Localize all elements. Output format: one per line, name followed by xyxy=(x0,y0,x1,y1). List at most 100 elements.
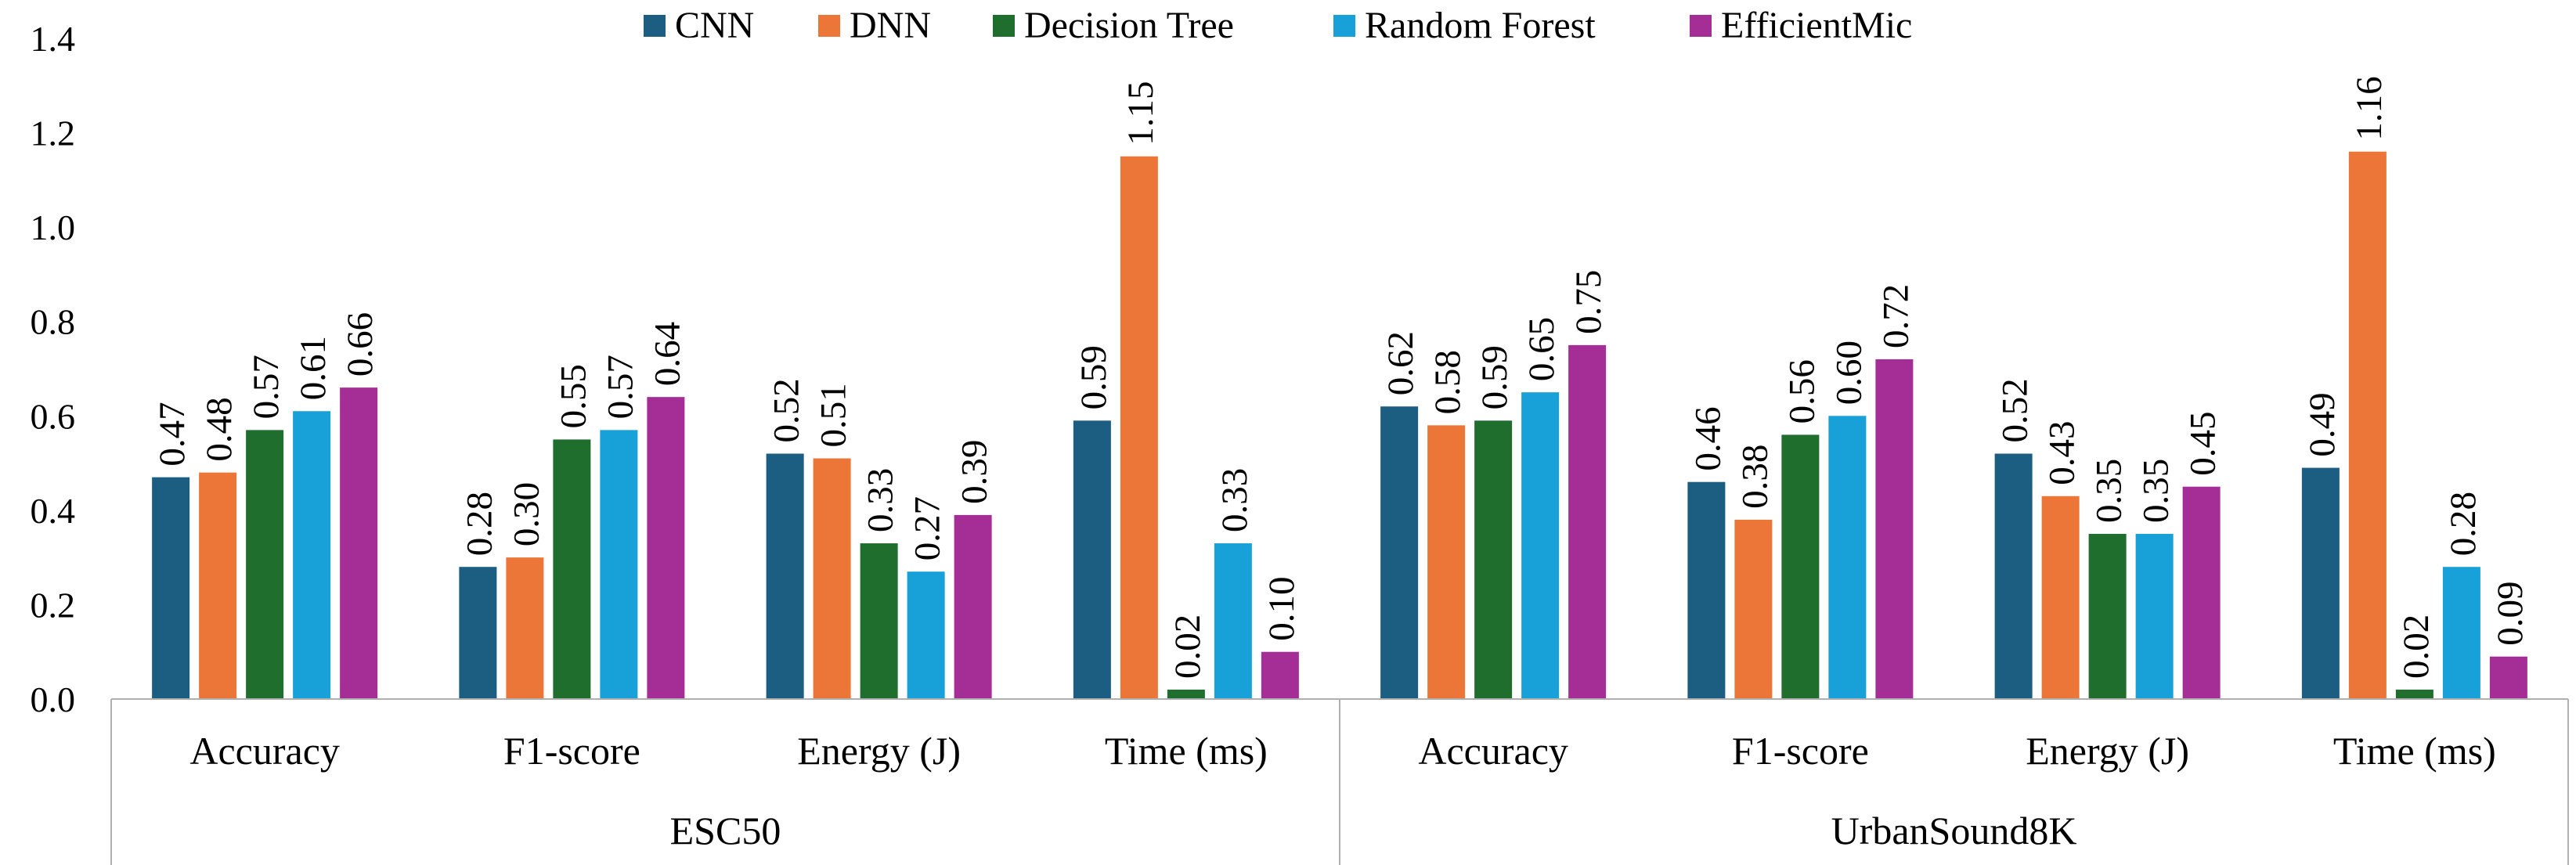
y-tick-label: 0.2 xyxy=(31,585,76,625)
group-label-esc50: ESC50 xyxy=(670,809,781,852)
y-tick-label: 0.8 xyxy=(31,302,76,342)
bar-dnn xyxy=(1427,425,1466,699)
x-axis: Accuracy F1-score Energy (J) Time (ms) ESC50… xyxy=(110,698,2569,865)
data-label-dnn: 0.48 xyxy=(199,397,240,461)
data-label-random-forest: 0.57 xyxy=(600,355,640,419)
data-label-efficientmic: 0.66 xyxy=(340,312,381,377)
bar-dnn xyxy=(1734,519,1773,699)
y-tick-label: 0.0 xyxy=(31,679,76,719)
legend-label-decision-tree: Decision Tree xyxy=(1024,5,1234,46)
bar-random-forest xyxy=(1214,543,1252,699)
data-label-cnn: 0.62 xyxy=(1380,331,1421,395)
y-tick-label: 1.4 xyxy=(31,19,76,59)
data-label-cnn: 0.47 xyxy=(152,402,193,466)
legend-label-cnn: CNN xyxy=(675,5,754,46)
bar-random-forest xyxy=(1521,392,1560,699)
bar-random-forest xyxy=(293,411,331,699)
data-label-cnn: 0.52 xyxy=(767,378,807,442)
bar-cnn xyxy=(2301,467,2340,699)
bar-cnn xyxy=(1994,453,2033,699)
data-label-random-forest: 0.35 xyxy=(2136,459,2177,523)
data-label-efficientmic: 0.09 xyxy=(2490,581,2531,645)
bar-random-forest xyxy=(2442,567,2480,699)
bar-decision-tree xyxy=(2088,534,2127,699)
bar-efficientmic xyxy=(1875,359,1914,699)
bar-efficientmic xyxy=(1568,344,1607,699)
category-label: Accuracy xyxy=(189,729,340,773)
data-label-decision-tree: 0.35 xyxy=(2089,459,2130,523)
bar-cnn xyxy=(1687,481,1726,699)
legend-swatch-efficientmic xyxy=(1690,15,1712,37)
data-label-decision-tree: 0.57 xyxy=(246,355,287,419)
data-label-random-forest: 0.61 xyxy=(293,336,334,400)
data-label-cnn: 0.28 xyxy=(459,492,500,556)
data-label-efficientmic: 0.72 xyxy=(1875,284,1916,348)
data-label-random-forest: 0.27 xyxy=(907,496,948,560)
bar-decision-tree xyxy=(2395,689,2433,699)
bar-dnn xyxy=(2041,496,2080,699)
bar-random-forest xyxy=(1828,416,1867,699)
data-label-decision-tree: 0.55 xyxy=(553,364,593,428)
data-label-random-forest: 0.33 xyxy=(1214,468,1255,532)
y-tick-label: 0.6 xyxy=(31,396,76,436)
y-tick-label: 0.4 xyxy=(31,491,76,531)
data-label-cnn: 0.46 xyxy=(1687,406,1728,470)
data-label-decision-tree: 0.02 xyxy=(2396,615,2437,679)
bar-cnn xyxy=(1073,420,1111,699)
data-label-dnn: 1.16 xyxy=(2349,76,2390,140)
category-label: Time (ms) xyxy=(2333,729,2496,773)
data-label-decision-tree: 0.02 xyxy=(1167,615,1208,679)
data-label-random-forest: 0.28 xyxy=(2443,492,2484,556)
group-label-urbansound8k: UrbanSound8K xyxy=(1831,809,2077,852)
legend-swatch-dnn xyxy=(818,15,840,37)
bar-efficientmic xyxy=(647,397,685,699)
data-labels: 0.47 0.480.57 0.61 0.660.28 0.300.55 0.570.64… xyxy=(152,76,2531,679)
bar-efficientmic xyxy=(2182,486,2221,699)
bar-decision-tree xyxy=(553,439,591,699)
bars xyxy=(152,151,2527,699)
data-label-dnn: 0.51 xyxy=(814,383,854,447)
y-tick-label: 1.2 xyxy=(31,114,76,153)
bar-dnn xyxy=(813,458,851,699)
legend: CNN DNN Decision Tree Random Forest Efficien… xyxy=(644,5,1912,46)
bar-efficientmic xyxy=(340,387,378,699)
data-label-efficientmic: 0.45 xyxy=(2183,411,2224,475)
bar-efficientmic xyxy=(2489,656,2527,699)
bar-cnn xyxy=(459,567,497,699)
category-label: F1-score xyxy=(503,729,640,773)
bar-dnn xyxy=(1120,156,1158,699)
category-label: Accuracy xyxy=(1418,729,1568,773)
data-label-efficientmic: 0.39 xyxy=(954,440,995,504)
data-label-cnn: 0.49 xyxy=(2302,392,2343,456)
bar-dnn xyxy=(506,557,544,699)
data-label-dnn: 1.15 xyxy=(1120,81,1161,145)
data-label-decision-tree: 0.59 xyxy=(1474,345,1515,409)
bar-dnn xyxy=(2348,151,2387,699)
bar-decision-tree xyxy=(860,543,898,699)
bar-cnn xyxy=(152,477,190,699)
bar-dnn xyxy=(199,472,237,699)
bar-random-forest xyxy=(907,571,945,699)
bar-cnn xyxy=(766,453,804,699)
bar-cnn xyxy=(1380,406,1419,699)
data-label-decision-tree: 0.56 xyxy=(1781,359,1822,423)
legend-label-efficientmic: EfficientMic xyxy=(1721,5,1912,46)
data-label-dnn: 0.38 xyxy=(1734,445,1775,509)
bar-decision-tree xyxy=(1167,689,1205,699)
y-tick-label: 1.0 xyxy=(31,207,76,247)
data-label-efficientmic: 0.75 xyxy=(1568,270,1609,334)
bar-efficientmic xyxy=(954,514,992,699)
data-label-cnn: 0.52 xyxy=(1995,378,2036,442)
data-label-decision-tree: 0.33 xyxy=(860,468,901,532)
category-label: Energy (J) xyxy=(2026,729,2189,773)
data-label-efficientmic: 0.10 xyxy=(1261,576,1302,640)
bar-decision-tree xyxy=(1474,420,1513,699)
bar-decision-tree xyxy=(246,430,284,699)
legend-label-dnn: DNN xyxy=(850,5,931,46)
legend-swatch-random-forest xyxy=(1333,15,1355,37)
data-label-dnn: 0.58 xyxy=(1427,350,1468,414)
data-label-efficientmic: 0.64 xyxy=(647,322,687,386)
legend-swatch-decision-tree xyxy=(993,15,1015,37)
bar-efficientmic xyxy=(1261,651,1299,699)
